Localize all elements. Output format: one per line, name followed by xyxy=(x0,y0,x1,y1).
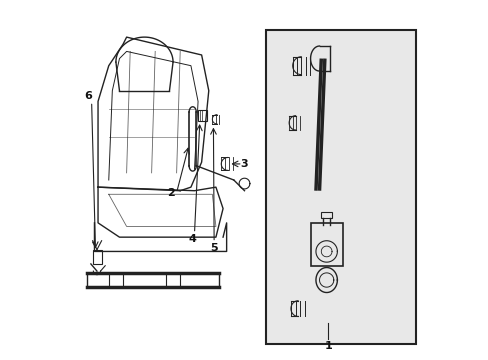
Bar xyxy=(310,223,342,266)
Text: 2: 2 xyxy=(167,188,175,198)
Text: 1: 1 xyxy=(324,341,332,351)
Text: 5: 5 xyxy=(210,243,218,253)
Bar xyxy=(93,249,102,264)
Text: 4: 4 xyxy=(188,234,196,244)
Text: 6: 6 xyxy=(84,91,92,101)
Bar xyxy=(265,30,415,344)
Bar xyxy=(198,111,206,121)
Text: 3: 3 xyxy=(240,159,248,169)
Bar xyxy=(108,273,123,287)
Bar xyxy=(165,273,180,287)
Bar xyxy=(321,212,331,217)
